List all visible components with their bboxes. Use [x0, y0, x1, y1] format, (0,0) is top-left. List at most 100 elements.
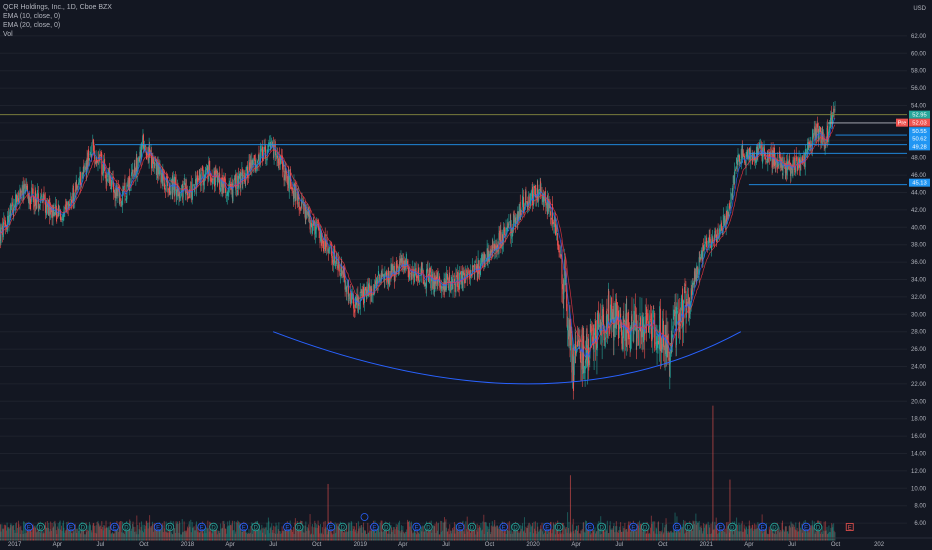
volume-bar: [589, 522, 591, 541]
price-axis[interactable]: USD62.0060.0058.0056.0054.0052.0050.0048…: [911, 6, 927, 527]
candle-body: [56, 212, 58, 219]
volume-bar: [261, 524, 263, 541]
legend-symbol-title[interactable]: QCR Holdings, Inc., 1D, Cboe BZX: [3, 4, 112, 11]
volume-bar: [833, 523, 835, 541]
volume-bar: [584, 532, 586, 541]
volume-bar: [740, 523, 742, 541]
volume-bar: [550, 522, 552, 541]
volume-bar: [808, 532, 810, 541]
candle-body: [464, 277, 466, 284]
candle-body: [447, 277, 449, 283]
candle-body: [568, 319, 570, 337]
volume-bar: [110, 534, 112, 541]
candle-body: [93, 142, 95, 153]
candle-body: [564, 259, 566, 276]
candle-body: [460, 272, 462, 274]
candle-body: [232, 185, 234, 202]
candle-body: [730, 192, 732, 207]
candle-body: [8, 214, 10, 226]
time-axis[interactable]: 2017 Apr Jul Oct 2018 Apr Jul Oct 2019 Apr Jul Oct 2…: [0, 537, 932, 548]
candle-body: [797, 163, 799, 170]
volume-bar: [469, 530, 471, 541]
volume-bar: [193, 526, 195, 541]
candle-body: [195, 177, 197, 189]
volume-bar: [142, 532, 144, 541]
volume-bar: [472, 523, 474, 541]
volume-bar: [336, 524, 338, 541]
volume-bar: [665, 518, 667, 541]
volume-bar: [273, 525, 275, 541]
volume-bar: [571, 524, 573, 541]
dividend-marker-label: D: [81, 525, 86, 531]
dividend-marker-label: D: [253, 525, 258, 531]
volume-bar: [586, 529, 588, 541]
rounding-bottom-arc[interactable]: [272, 331, 742, 385]
candle-body: [600, 329, 602, 335]
volume-bar: [231, 520, 233, 541]
volume-bar: [636, 523, 638, 541]
volume-bar: [83, 524, 85, 541]
candle-body: [407, 260, 409, 267]
volume-bar: [386, 522, 388, 541]
volume-bar: [772, 533, 774, 541]
volume-bar: [780, 529, 782, 541]
candle-body: [20, 190, 22, 193]
volume-bar: [294, 518, 296, 541]
candle-body: [412, 268, 414, 278]
legend-volume[interactable]: Vol: [3, 31, 13, 38]
price-tick-label: 48.00: [911, 156, 927, 162]
dividend-marker-label: D: [426, 525, 431, 531]
volume-bar: [141, 530, 143, 541]
candle-body: [401, 258, 403, 267]
volume-bar: [568, 521, 570, 541]
candle-body: [342, 267, 344, 275]
volume-bar: [188, 524, 190, 541]
volume-bar: [705, 525, 707, 541]
volume-bar: [448, 534, 450, 541]
volume-bar: [693, 521, 695, 541]
dividend-marker-label: D: [341, 525, 346, 531]
candle-body: [39, 204, 41, 206]
volume-bar: [324, 520, 326, 541]
legend-ema20[interactable]: EMA (20, close, 0): [3, 22, 61, 29]
volume-bar: [789, 525, 791, 541]
volume-bar: [519, 531, 521, 541]
volume-bar: [376, 527, 378, 541]
price-label: 49.28: [909, 142, 930, 151]
volume-bar: [361, 525, 363, 541]
candle-body: [471, 265, 473, 275]
candle-body: [143, 146, 145, 151]
legend-ema10[interactable]: EMA (10, close, 0): [3, 13, 61, 20]
volume-bar: [690, 523, 692, 541]
candle-body: [285, 170, 287, 174]
candle-body: [743, 154, 745, 157]
candle-body: [441, 285, 443, 292]
candle-body: [750, 153, 752, 161]
dividend-marker-label: D: [513, 525, 518, 531]
volume-bar: [228, 525, 230, 541]
volume-bar: [263, 528, 265, 541]
candle-body: [245, 167, 247, 172]
volume-bar: [735, 524, 737, 541]
volume-bar: [372, 524, 374, 541]
volume-bar: [232, 530, 234, 541]
candle-body: [222, 178, 224, 194]
volume-bar: [392, 530, 394, 541]
candle-body: [563, 266, 565, 286]
candle-body: [258, 152, 260, 165]
volume-bar: [652, 521, 654, 541]
candle-body: [185, 185, 187, 196]
volume-bar: [691, 527, 693, 541]
horizontal-levels[interactable]: [0, 114, 907, 186]
volume-bar: [555, 522, 557, 541]
volume-bar: [432, 525, 434, 541]
volume-bar: [157, 529, 159, 541]
candle-body: [243, 172, 245, 180]
event-markers[interactable]: D D D D D D D D D D D D D D D D D D DE E E E E E E E E E E E E E E E E E E E: [24, 513, 854, 532]
candle-body: [17, 198, 19, 202]
candle-body: [349, 292, 351, 305]
candle-body: [532, 186, 534, 206]
volume-bar: [12, 525, 14, 541]
volume-bar: [306, 531, 308, 541]
